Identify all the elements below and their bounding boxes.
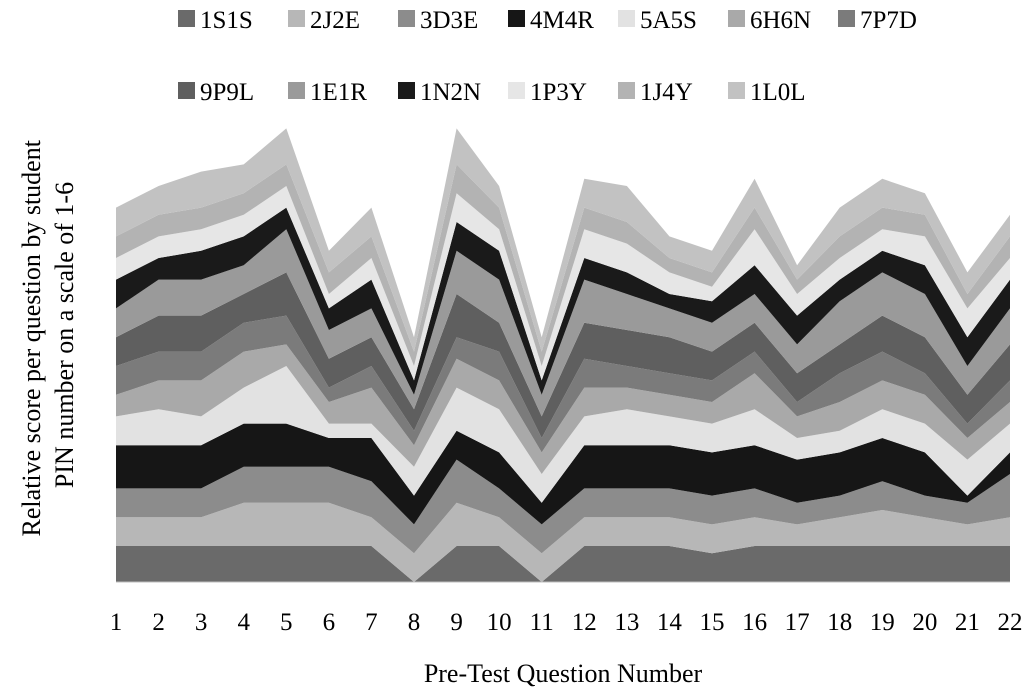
x-tick-label: 13 [614, 609, 639, 636]
legend-swatch-4M4R [508, 10, 525, 27]
legend-swatch-6H6N [728, 10, 745, 27]
area-series-6H6N [116, 344, 1010, 474]
x-tick-label: 2 [152, 609, 165, 636]
x-tick-label: 9 [450, 609, 463, 636]
x-tick-label: 10 [487, 609, 512, 636]
area-series-1N2N [116, 207, 1010, 395]
x-tick-label: 18 [827, 609, 852, 636]
area-series-9P9L [116, 272, 1010, 438]
y-axis-title: Relative score per question by student P… [17, 134, 79, 537]
legend-label-4M4R: 4M4R [530, 7, 594, 34]
x-tick-label: 5 [280, 609, 293, 636]
legend-swatch-3D3E [398, 10, 415, 27]
area-series-7P7D [116, 315, 1010, 453]
legend-swatch-7P7D [838, 10, 855, 27]
legend-label-5A5S: 5A5S [640, 7, 697, 34]
legend-swatch-2J2E [288, 10, 305, 27]
legend-swatch-1N2N [398, 82, 415, 99]
area-series-5A5S [116, 366, 1010, 503]
area-series-group [116, 128, 1010, 582]
legend-swatch-1E1R [288, 82, 305, 99]
x-axis-title: Pre-Test Question Number [424, 659, 703, 688]
legend-swatch-5A5S [618, 10, 635, 27]
legend-label-1N2N: 1N2N [420, 79, 481, 106]
legend-swatch-1S1S [178, 10, 195, 27]
x-tick-label: 8 [408, 609, 421, 636]
legend: 1S1S 2J2E 3D3E 4M4R 5A5S 6H6N 7P7D 9P9L 1E1R 1N2N… [178, 7, 917, 106]
legend-label-7P7D: 7P7D [860, 7, 917, 34]
x-tick-label: 17 [785, 609, 810, 636]
legend-label-1L0L: 1L0L [750, 79, 806, 106]
legend-label-1S1S: 1S1S [200, 7, 253, 34]
area-series-1P3Y [116, 186, 1010, 381]
legend-label-1E1R: 1E1R [310, 79, 367, 106]
x-tick-label: 14 [657, 609, 683, 636]
x-tick-label: 3 [195, 609, 208, 636]
area-series-2J2E [116, 502, 1010, 582]
x-tick-label: 4 [237, 609, 250, 636]
x-tick-label: 19 [870, 609, 895, 636]
x-tick-label: 12 [572, 609, 597, 636]
x-tick-labels: 1 2 3 4 5 6 7 8 9 10 11 12 13 14 15 16 17 18 19 20 21 22 [110, 609, 1023, 636]
y-axis-title-line-1: Relative score per question by student [17, 139, 46, 536]
area-series-1L0L [116, 128, 1010, 352]
legend-label-6H6N: 6H6N [750, 7, 811, 34]
x-tick-label: 16 [742, 609, 767, 636]
area-series-3D3E [116, 459, 1010, 554]
x-tick-label: 22 [998, 609, 1023, 636]
legend-label-2J2E: 2J2E [310, 7, 360, 34]
legend-swatch-1J4Y [618, 82, 635, 99]
legend-label-1P3Y: 1P3Y [530, 79, 587, 106]
y-axis-title-line-2: PIN number on a scale of 1-6 [50, 182, 79, 488]
legend-label-9P9L: 9P9L [200, 79, 254, 106]
legend-swatch-9P9L [178, 82, 195, 99]
x-tick-label: 21 [955, 609, 980, 636]
legend-label-3D3E: 3D3E [420, 7, 478, 34]
area-series-1E1R [116, 229, 1010, 417]
x-tick-label: 11 [530, 609, 554, 636]
legend-label-1J4Y: 1J4Y [640, 79, 693, 106]
x-tick-label: 6 [323, 609, 336, 636]
x-tick-label: 15 [700, 609, 725, 636]
x-tick-label: 7 [365, 609, 378, 636]
x-tick-label: 1 [110, 609, 123, 636]
legend-swatch-1L0L [728, 82, 745, 99]
x-tick-label: 20 [912, 609, 937, 636]
legend-swatch-1P3Y [508, 82, 525, 99]
